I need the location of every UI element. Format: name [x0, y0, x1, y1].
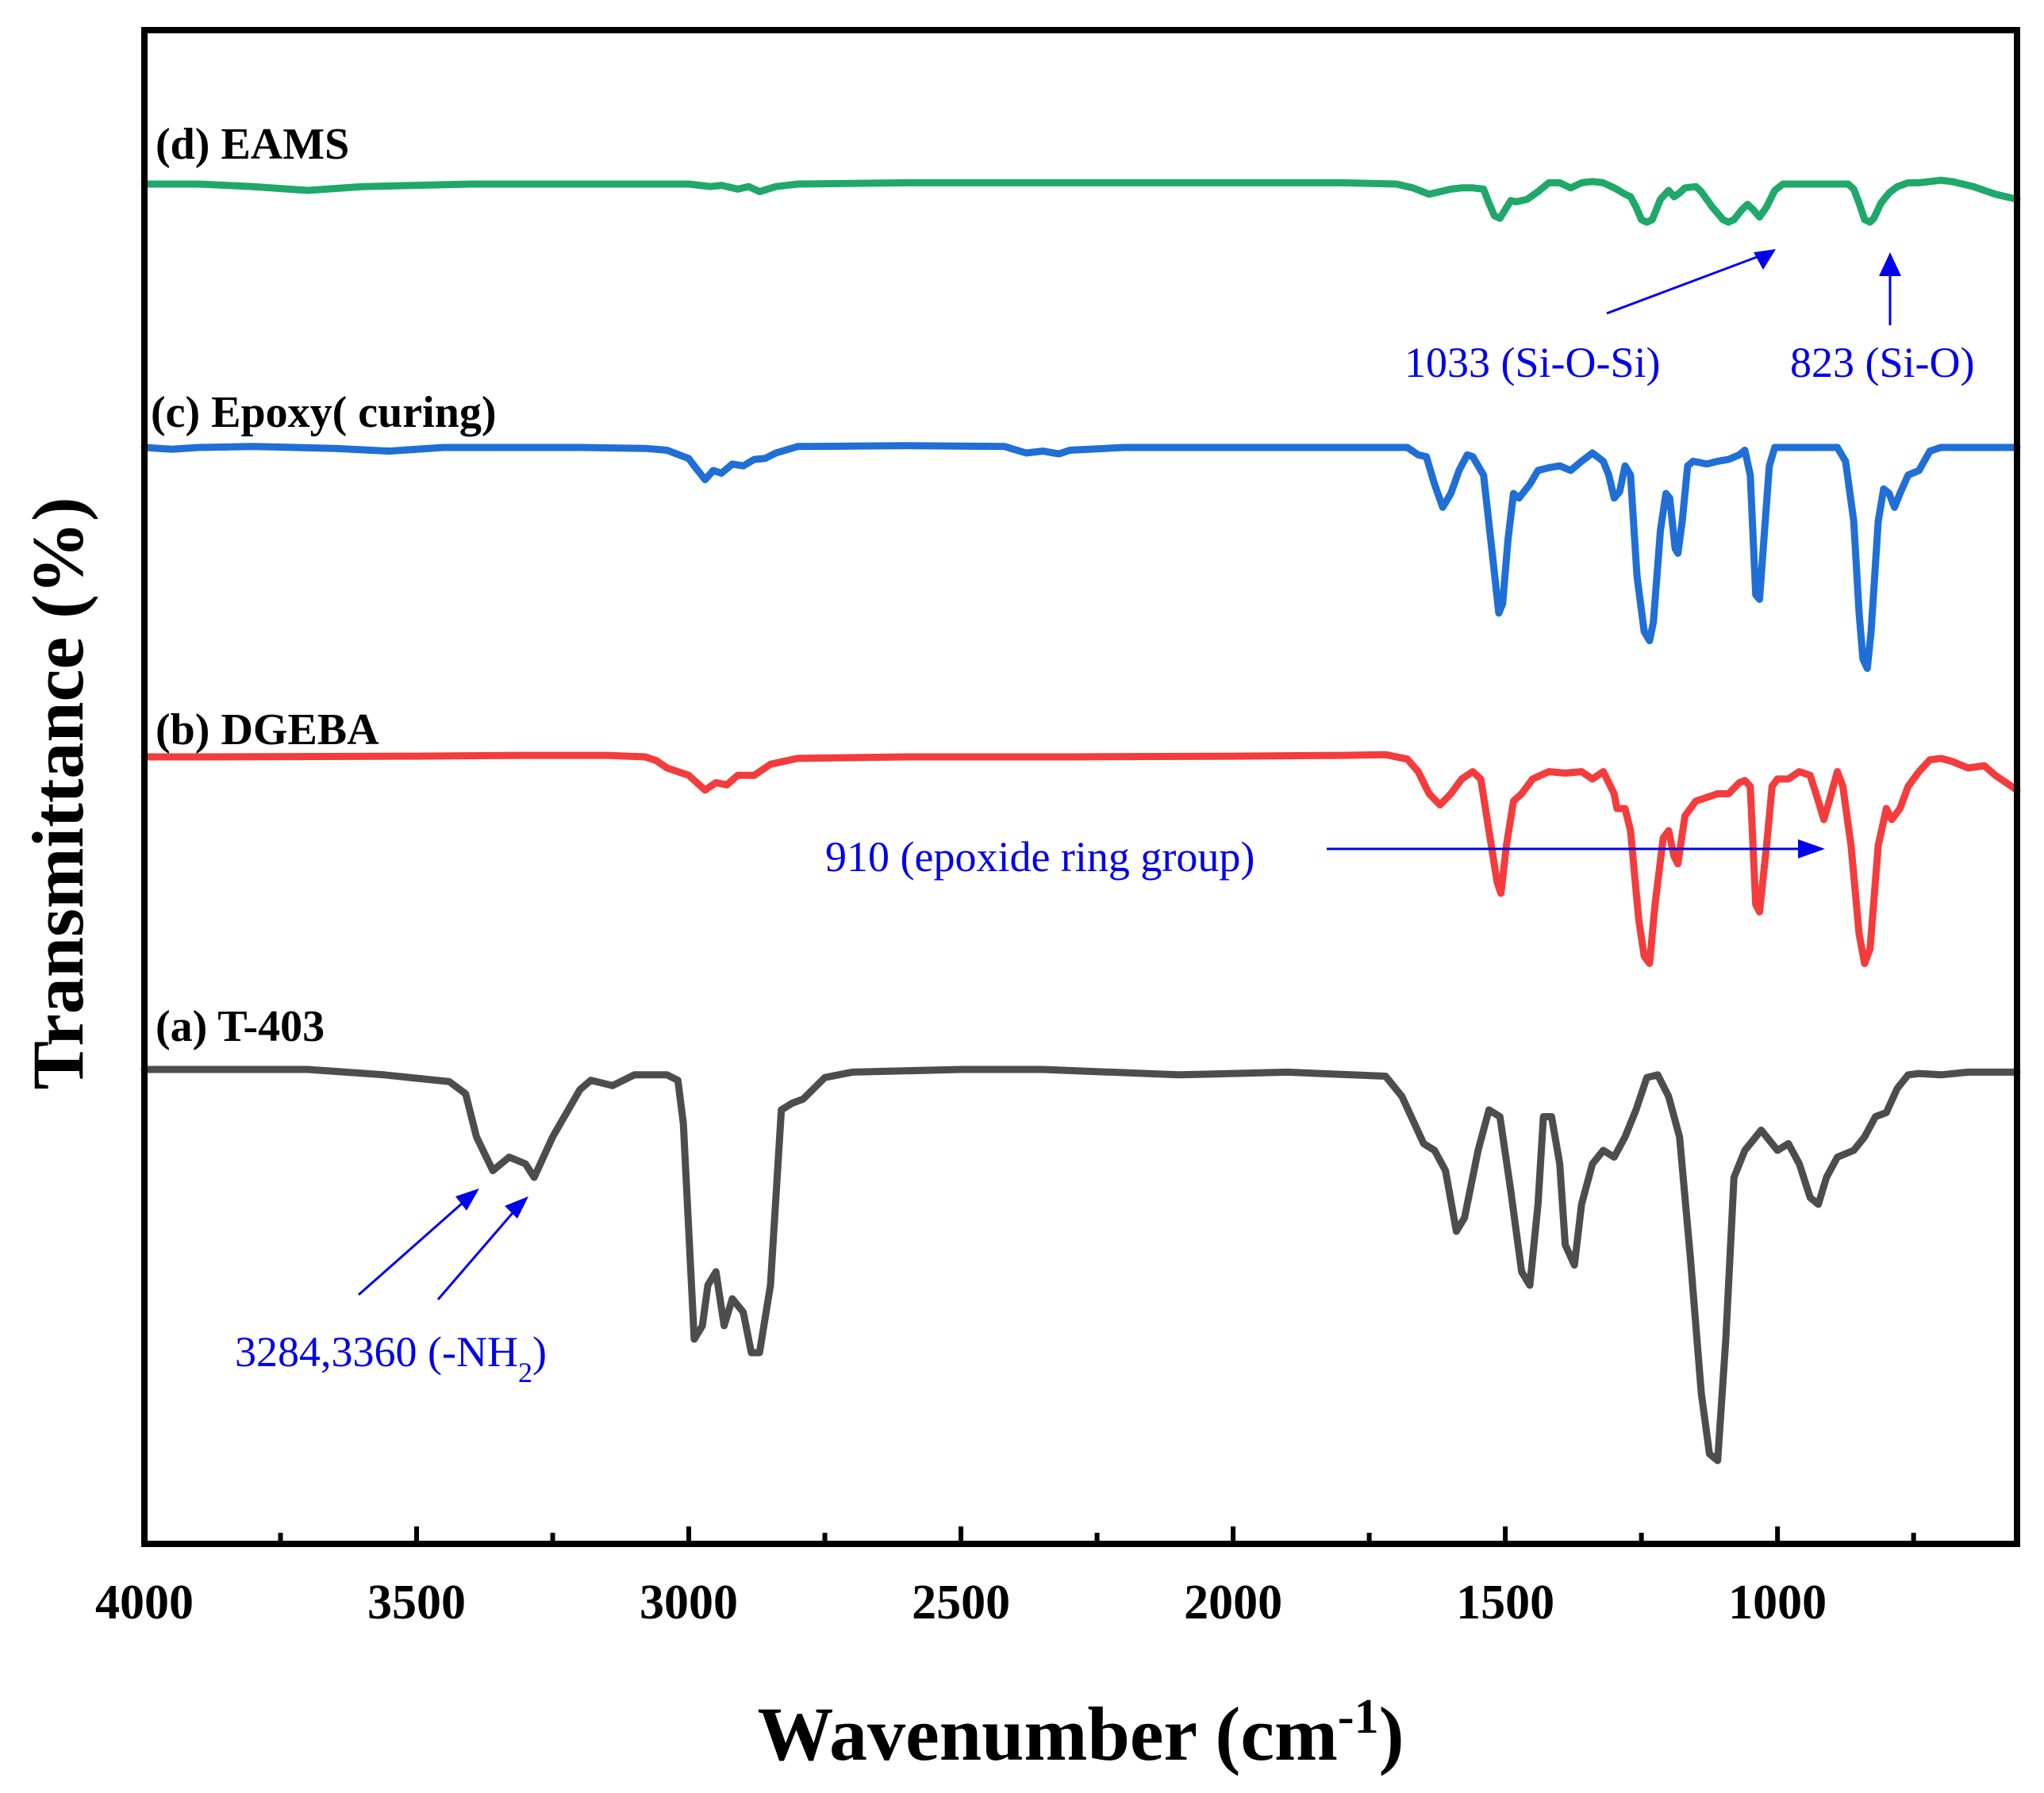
x-tick-label: 2000 [1184, 1576, 1282, 1630]
arrowhead-823 [1879, 252, 1901, 276]
x-tick-label: 2500 [912, 1576, 1010, 1630]
annotations: 1033 (Si-O-Si) 823 (Si-O) 910 (epoxide r… [235, 249, 1974, 1388]
arrow-3360 [358, 1196, 469, 1296]
x-tick-label: 4000 [95, 1576, 194, 1630]
annotation-910: 910 (epoxide ring group) [825, 833, 1254, 881]
series-label-1: (a) T-403 [156, 1002, 325, 1051]
x-axis-title: Wavenumber (cm-1) [757, 1690, 1404, 1776]
series-line-2 [140, 751, 2021, 967]
x-axis-ticks [142, 1526, 1916, 1544]
series-labels: (a) T-403 (b) DGEBA (c) Epoxy( curing) (d) … [151, 120, 497, 1051]
series-label-4: (d) EAMS [156, 120, 349, 169]
arrowhead-1033 [1754, 249, 1776, 270]
y-axis-title: Transmittance (%) [17, 497, 98, 1090]
x-tick-label: 3000 [640, 1576, 738, 1630]
x-tick-label: 3500 [367, 1576, 466, 1630]
annotation-nh2-text: 3284,3360 (-NH [235, 1328, 518, 1376]
arrow-1033 [1606, 251, 1770, 315]
arrowhead-3284 [505, 1196, 528, 1219]
arrowhead-910 [1798, 839, 1825, 858]
annotation-nh2-close: ) [532, 1328, 547, 1376]
series-line-1 [140, 1065, 2021, 1465]
series-label-2: (b) DGEBA [156, 705, 379, 754]
x-axis-title-text: Wavenumber (cm [757, 1691, 1337, 1776]
x-axis-tick-labels: 4000 3500 3000 2500 2000 1500 1000 [95, 1576, 1827, 1630]
plot-frame [141, 27, 2020, 1547]
series-line-4 [140, 176, 2021, 226]
annotation-nh2-sub: 2 [518, 1357, 532, 1388]
series-label-3: (c) Epoxy( curing) [151, 388, 497, 437]
series-line-3 [140, 442, 2021, 672]
arrowhead-3360 [455, 1188, 479, 1211]
annotation-823: 823 (Si-O) [1790, 339, 1974, 386]
plot-lines [140, 176, 2021, 1465]
x-axis-title-sup: -1 [1338, 1690, 1379, 1744]
arrow-3284 [436, 1207, 519, 1300]
x-axis-title-close: ) [1379, 1691, 1404, 1776]
x-tick-label: 1500 [1456, 1576, 1554, 1630]
annotation-1033: 1033 (Si-O-Si) [1404, 339, 1661, 386]
x-tick-label: 1000 [1728, 1576, 1827, 1630]
annotation-nh2: 3284,3360 (-NH2) [235, 1328, 547, 1388]
